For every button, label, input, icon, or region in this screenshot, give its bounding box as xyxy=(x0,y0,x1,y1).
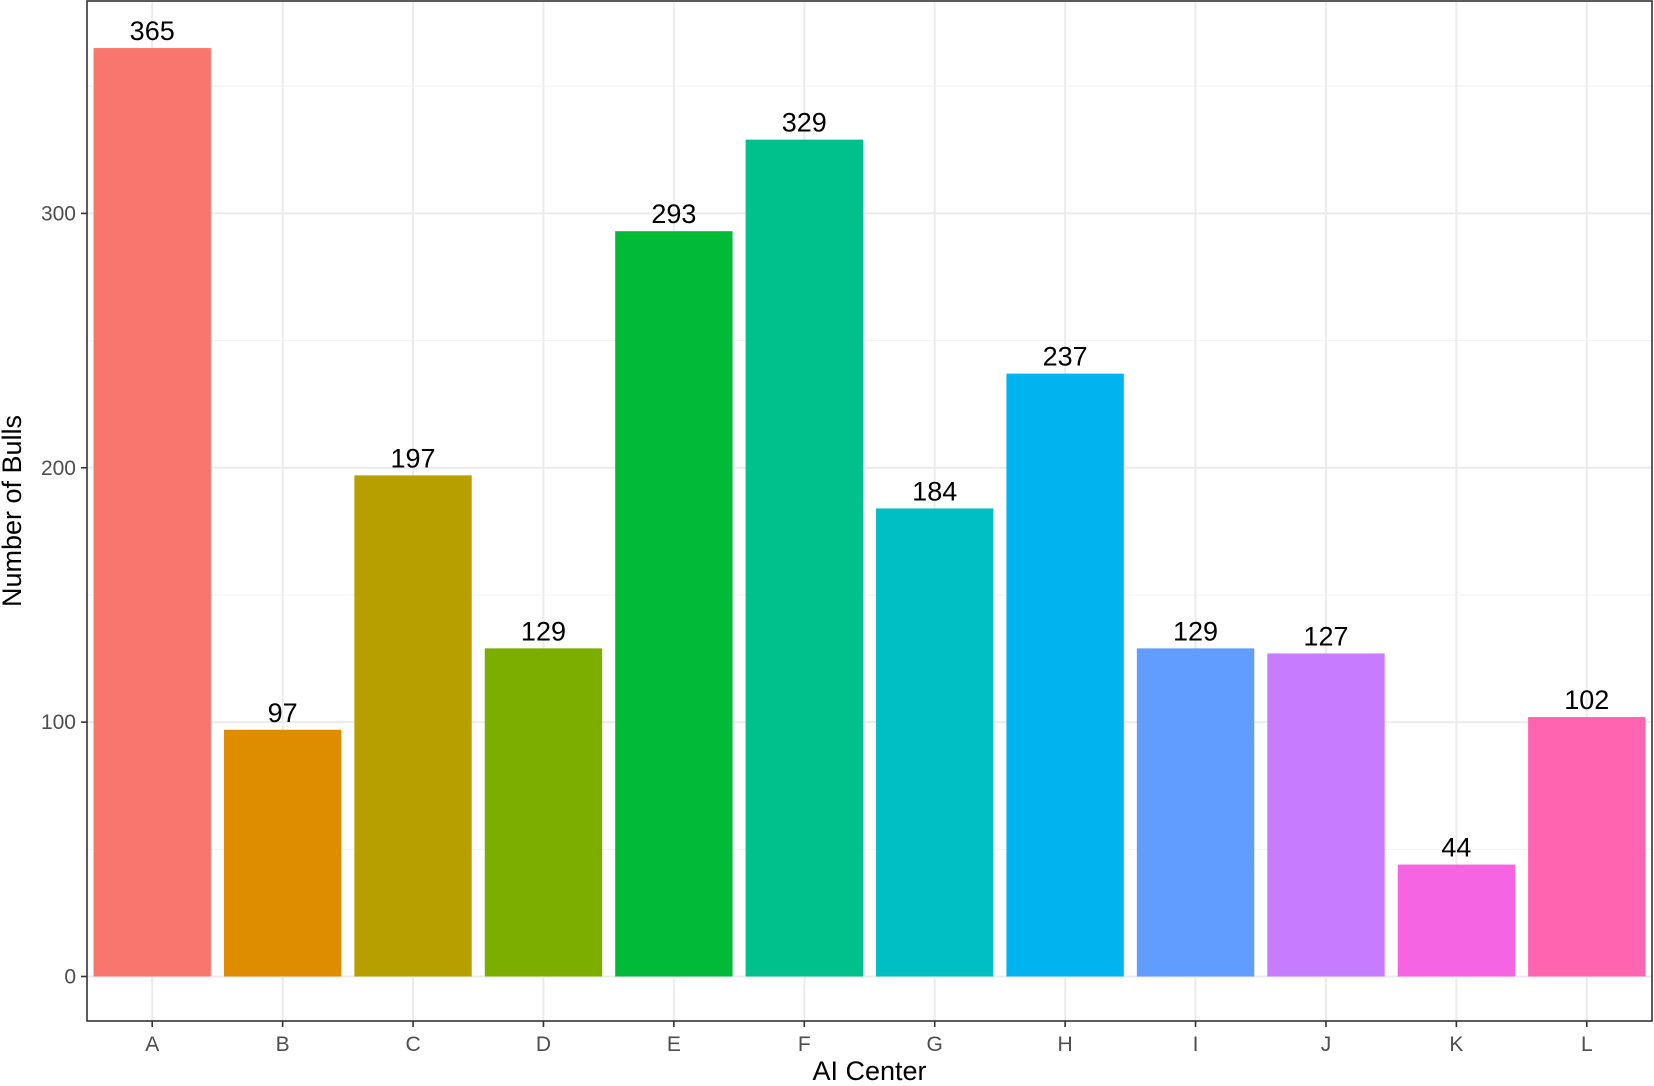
x-tick-label: A xyxy=(145,1033,159,1056)
x-tick-label: I xyxy=(1193,1033,1199,1056)
x-tick-label: K xyxy=(1449,1033,1463,1056)
x-tick-label: L xyxy=(1581,1033,1593,1056)
y-tick-label: 100 xyxy=(41,711,76,734)
data-label-j: 127 xyxy=(1303,621,1348,651)
panel-border xyxy=(86,0,1653,1022)
data-label-b: 97 xyxy=(268,698,298,728)
data-label-f: 329 xyxy=(782,108,827,138)
x-tick-label: E xyxy=(667,1033,681,1056)
bar-g xyxy=(876,508,994,977)
data-label-e: 293 xyxy=(651,199,696,229)
x-tick-label: C xyxy=(405,1033,420,1056)
y-tick-label: 200 xyxy=(41,457,76,480)
data-label-k: 44 xyxy=(1441,833,1471,863)
data-label-a: 365 xyxy=(130,16,175,46)
y-tick-label: 300 xyxy=(41,202,76,225)
y-axis-title: Number of Bulls xyxy=(0,415,27,607)
x-tick-label: J xyxy=(1321,1033,1332,1056)
bar-d xyxy=(484,648,603,977)
bar-i xyxy=(1136,648,1255,977)
x-tick-label: B xyxy=(276,1033,290,1056)
bar-l xyxy=(1528,717,1646,977)
data-label-d: 129 xyxy=(521,616,566,646)
bar-a xyxy=(93,48,211,977)
data-label-h: 237 xyxy=(1043,342,1088,372)
y-axis: 0 100 200 300 xyxy=(41,202,87,988)
bar-k xyxy=(1397,864,1516,977)
y-tick-label: 0 xyxy=(64,965,76,988)
data-label-i: 129 xyxy=(1173,616,1218,646)
bar-f xyxy=(745,139,863,977)
data-label-l: 102 xyxy=(1564,685,1609,715)
x-axis: A B C D E F G H I J K L xyxy=(145,1021,1593,1056)
x-tick-label: D xyxy=(536,1033,551,1056)
bar-c xyxy=(354,475,472,977)
minor-gridlines xyxy=(87,85,1652,850)
bar-h xyxy=(1006,373,1124,977)
x-axis-title: AI Center xyxy=(812,1056,926,1086)
data-labels-group: 365 97 197 129 293 329 184 237 129 127 44 102 xyxy=(130,16,1610,863)
bar-j xyxy=(1267,653,1385,977)
data-label-g: 184 xyxy=(912,476,957,506)
bar-e xyxy=(615,231,733,977)
bar-b xyxy=(223,729,342,977)
x-tick-label: F xyxy=(798,1033,811,1056)
x-tick-label: G xyxy=(927,1033,943,1056)
bars-group xyxy=(93,48,1646,977)
x-tick-label: H xyxy=(1058,1033,1073,1056)
data-label-c: 197 xyxy=(391,443,436,473)
